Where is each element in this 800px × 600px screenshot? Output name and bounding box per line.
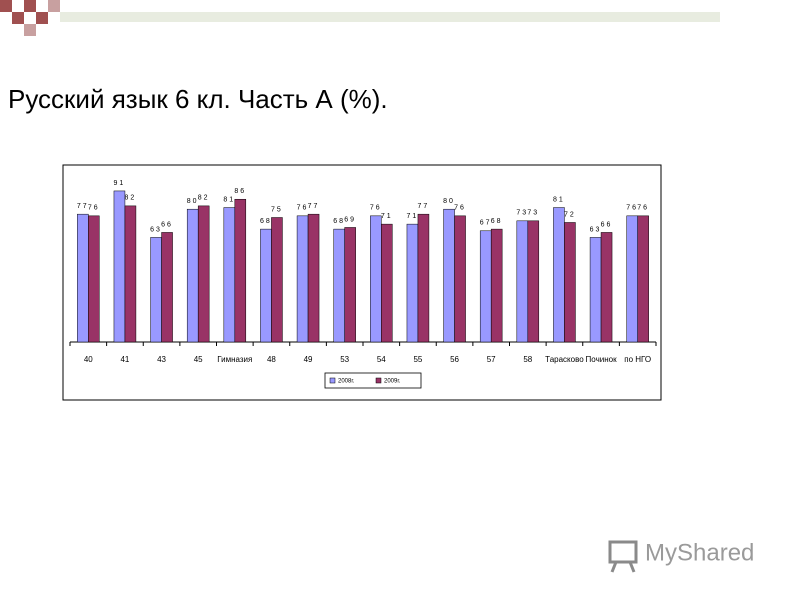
- bar: [234, 198, 247, 343]
- bar: [113, 190, 126, 343]
- data-label: 91: [114, 180, 126, 187]
- bar: [124, 205, 137, 343]
- data-label: 68: [491, 218, 503, 225]
- data-label: 71: [407, 213, 419, 220]
- data-label: 86: [234, 188, 246, 195]
- data-label: 75: [271, 206, 283, 213]
- data-label: 63: [150, 226, 162, 233]
- data-label: 63: [590, 226, 602, 233]
- watermark: MyShared: [645, 539, 754, 566]
- data-label: 76: [637, 205, 649, 212]
- bar: [626, 215, 638, 343]
- data-label: 80: [187, 198, 199, 205]
- data-label: 76: [370, 205, 382, 212]
- x-tick-label: 53: [340, 355, 349, 364]
- bar: [600, 232, 613, 343]
- bar: [344, 227, 356, 343]
- bar: [443, 208, 455, 343]
- data-label: 72: [564, 211, 576, 218]
- data-label: 68: [260, 218, 272, 225]
- legend-label: 2009г.: [384, 379, 401, 385]
- data-label: 73: [527, 210, 539, 217]
- legend-swatch: [375, 377, 382, 384]
- data-label: 68: [333, 218, 345, 225]
- data-label: 66: [161, 221, 173, 228]
- x-tick-label: 58: [523, 355, 532, 364]
- bar: [77, 213, 89, 343]
- corner-decoration: [0, 0, 720, 36]
- bar: [333, 228, 345, 343]
- data-label: 81: [553, 196, 565, 203]
- x-tick-label: 49: [304, 355, 313, 364]
- data-label: 73: [516, 210, 528, 217]
- bar: [161, 232, 173, 343]
- bar: [271, 217, 283, 343]
- bar: [564, 222, 576, 343]
- bar: [260, 228, 272, 343]
- data-label: 76: [88, 205, 100, 212]
- watermark-logo: MyShared: [608, 539, 754, 573]
- x-tick-label: 54: [377, 355, 386, 364]
- x-tick-label: 48: [267, 355, 276, 364]
- bar: [490, 228, 503, 343]
- x-tick-label: 57: [487, 355, 496, 364]
- bar: [381, 223, 393, 343]
- bar: [186, 208, 199, 343]
- x-tick-label: 45: [194, 355, 203, 364]
- data-label: 77: [308, 203, 320, 210]
- x-tick-label: Починок: [586, 355, 618, 364]
- slide-title: Русский язык 6 кл. Часть А (%).: [8, 84, 388, 114]
- x-tick-label: 43: [157, 355, 166, 364]
- data-label: 77: [77, 203, 89, 210]
- data-label: 81: [223, 196, 235, 203]
- x-tick-label: 40: [84, 355, 93, 364]
- data-label: 80: [443, 198, 455, 205]
- bar: [527, 220, 540, 343]
- legend-label: 2008г.: [338, 379, 355, 385]
- x-tick-label: 56: [450, 355, 459, 364]
- bar: [637, 215, 649, 343]
- data-label: 76: [454, 205, 466, 212]
- data-label: 76: [297, 205, 309, 212]
- bar: [479, 230, 492, 343]
- data-label: 77: [418, 203, 430, 210]
- bar: [223, 207, 236, 343]
- bar: [197, 205, 210, 343]
- bar: [589, 237, 602, 343]
- x-tick-label: Тарасково: [545, 355, 584, 364]
- data-label: 71: [381, 213, 393, 220]
- data-label: 69: [344, 216, 356, 223]
- data-label: 76: [626, 205, 638, 212]
- data-label: 66: [601, 221, 613, 228]
- legend-swatch: [329, 377, 336, 384]
- bar: [516, 220, 529, 343]
- bar: [417, 213, 430, 343]
- bar: [406, 223, 419, 343]
- legend-box: [324, 372, 422, 389]
- bar: [553, 207, 565, 343]
- bar: [454, 215, 466, 343]
- x-tick-label: Гимназия: [217, 355, 252, 364]
- data-label: 67: [480, 220, 492, 227]
- data-label: 82: [125, 195, 137, 202]
- bar: [370, 215, 382, 343]
- x-tick-label: 41: [120, 355, 129, 364]
- bar: [307, 213, 320, 343]
- x-tick-label: 55: [413, 355, 422, 364]
- bar: [88, 215, 100, 343]
- bar: [150, 237, 162, 343]
- data-label: 82: [198, 195, 210, 202]
- x-tick-label: по НГО: [624, 355, 651, 364]
- bar: [296, 215, 309, 343]
